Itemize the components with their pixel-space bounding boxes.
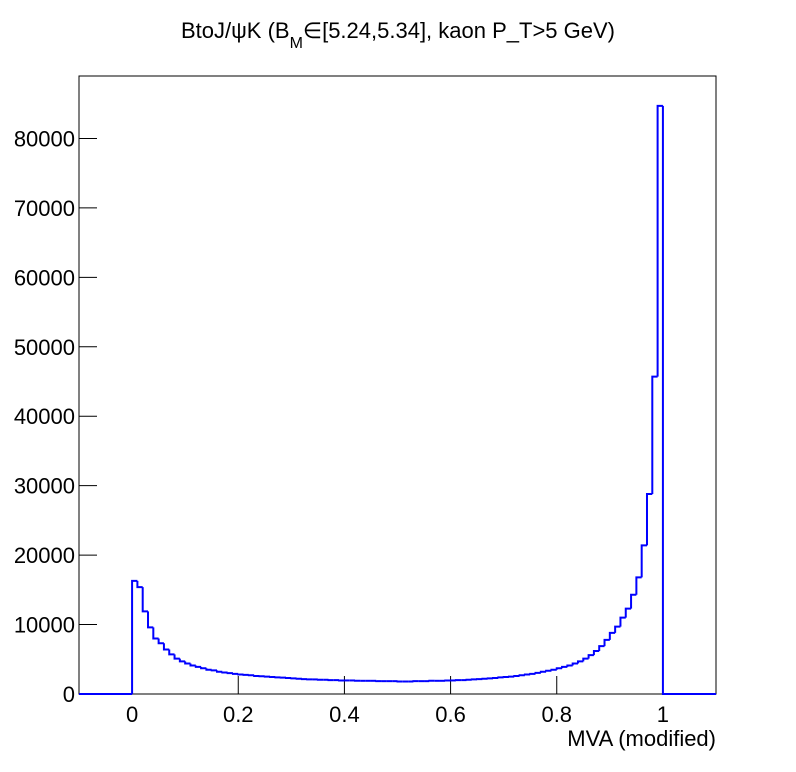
histogram-step	[550, 668, 557, 671]
histogram-step	[205, 668, 212, 671]
histogram-step	[221, 671, 228, 674]
histogram-step	[173, 654, 180, 660]
x-tick-label: 0.2	[223, 702, 254, 727]
histogram-step	[539, 670, 547, 673]
y-tick-label: 10000	[14, 613, 75, 638]
histogram-step	[571, 662, 578, 666]
histogram-step	[561, 665, 568, 669]
histogram-step	[178, 658, 186, 663]
histogram-step	[189, 663, 196, 667]
histogram-step	[592, 649, 600, 656]
histogram-step	[518, 674, 525, 677]
histogram-step	[147, 611, 154, 629]
y-tick-label: 30000	[14, 474, 75, 499]
histogram-step	[253, 674, 260, 677]
histogram-step	[614, 625, 621, 633]
histogram-step	[661, 105, 716, 695]
histogram-step	[237, 673, 244, 676]
x-axis-label: MVA (modified)	[567, 726, 716, 751]
histogram-step	[200, 666, 207, 670]
histogram-step	[534, 671, 541, 674]
histogram-step	[194, 665, 202, 668]
histogram-step	[656, 104, 663, 377]
histogram-step	[555, 667, 563, 670]
histogram-step	[587, 654, 594, 659]
histogram-step	[141, 587, 149, 613]
histogram-step	[231, 672, 239, 675]
histogram-step	[619, 616, 626, 627]
title-rest: ∈[5.24,5.34], kaon P_T>5 GeV)	[303, 18, 615, 43]
histogram-step	[513, 674, 520, 677]
histogram-step	[545, 669, 552, 672]
chart-title: BtoJ/ψK (BM∈[5.24,5.34], kaon P_T>5 GeV)	[181, 18, 615, 52]
histogram-step	[645, 493, 653, 546]
histogram-step	[152, 627, 159, 640]
y-tick-label: 70000	[14, 196, 75, 221]
y-tick-label: 20000	[14, 543, 75, 568]
y-tick-label: 40000	[14, 404, 75, 429]
title-main: BtoJ/ψK (B	[181, 18, 290, 43]
histogram-step	[523, 673, 531, 676]
histogram-step	[582, 657, 589, 662]
x-tick-label: 0.8	[541, 702, 572, 727]
histogram-step	[576, 660, 584, 664]
histogram-step	[168, 649, 175, 656]
x-tick-label: 0.4	[329, 702, 360, 727]
histogram-step	[136, 580, 143, 589]
histogram-step	[210, 669, 218, 672]
histogram-step	[162, 643, 170, 651]
histogram-step	[640, 544, 647, 578]
y-tick-label: 0	[63, 682, 75, 707]
histogram-step	[216, 670, 223, 673]
histogram-step	[598, 645, 605, 651]
x-tick-label: 0	[126, 702, 138, 727]
histogram-step	[184, 661, 191, 665]
x-tick-label: 1	[657, 702, 669, 727]
histogram-step	[497, 676, 504, 679]
histogram-step	[226, 672, 233, 675]
y-tick-label: 60000	[14, 265, 75, 290]
plot-frame	[78, 75, 717, 695]
histogram-step	[157, 638, 164, 645]
title-sub: M	[290, 35, 303, 52]
x-tick-label: 0.6	[435, 702, 466, 727]
y-tick-label: 50000	[14, 335, 75, 360]
y-tick-label: 80000	[14, 126, 75, 151]
histogram-step	[624, 607, 632, 618]
histogram-step	[566, 664, 573, 667]
histogram-step	[529, 672, 536, 675]
histogram-step	[651, 375, 658, 495]
histogram-step	[608, 631, 616, 640]
histogram-step	[603, 638, 610, 647]
histogram-step	[131, 579, 138, 694]
histogram-step	[630, 593, 637, 609]
histogram-step	[635, 576, 642, 595]
